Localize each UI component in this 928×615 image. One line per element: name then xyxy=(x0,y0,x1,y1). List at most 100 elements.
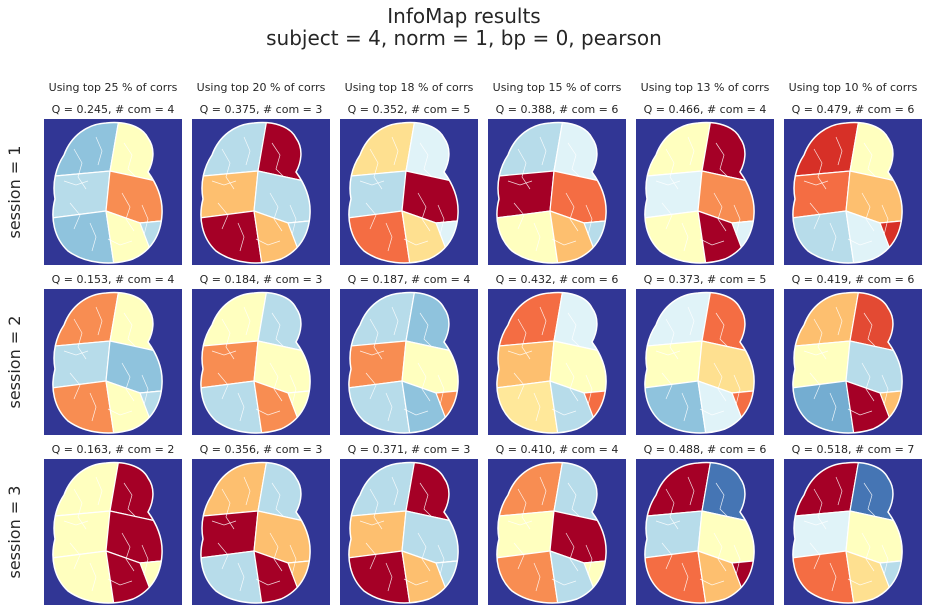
parcel-boundary xyxy=(507,520,533,526)
community-region xyxy=(401,550,459,603)
parcel-boundary xyxy=(699,238,725,246)
cortex-outline xyxy=(348,291,459,434)
parcel-boundary xyxy=(513,542,525,570)
parcel-boundary xyxy=(123,312,137,348)
row-label: session = 2 xyxy=(5,315,24,409)
parcel-boundary xyxy=(417,362,431,402)
parcel-boundary xyxy=(419,482,433,518)
cortex-outline xyxy=(792,121,903,264)
community-region xyxy=(253,210,311,263)
community-map xyxy=(44,119,182,265)
parcel-boundary xyxy=(269,532,283,572)
community-map xyxy=(44,289,182,435)
parcel-boundary xyxy=(533,562,541,592)
parcel-boundary xyxy=(217,372,229,400)
community-region xyxy=(105,210,163,263)
parcel-boundary xyxy=(861,192,875,232)
parcel-boundary xyxy=(661,542,673,570)
parcel-boundary xyxy=(655,180,681,186)
community-map-panel xyxy=(192,289,330,435)
parcel-boundary xyxy=(863,142,877,178)
parcel-boundary xyxy=(365,202,377,230)
parcel-boundary xyxy=(359,180,385,186)
parcel-boundary xyxy=(533,392,541,422)
cortex-outline xyxy=(496,291,607,434)
parcel-boundary xyxy=(681,562,689,592)
parcel-boundary xyxy=(237,222,245,252)
cortex-outline xyxy=(644,121,755,264)
community-map xyxy=(192,459,330,605)
parcel-boundary xyxy=(289,374,297,406)
parcel-boundary xyxy=(121,192,135,232)
community-region xyxy=(549,550,607,603)
parcel-boundary xyxy=(217,202,229,230)
community-region xyxy=(253,380,311,433)
community-region xyxy=(845,550,903,603)
parcel-boundary xyxy=(687,476,695,506)
community-region xyxy=(701,462,755,522)
community-map-panel xyxy=(340,119,478,265)
panel-title: Q = 0.184, # com = 3 xyxy=(199,273,323,286)
cortex-outline xyxy=(496,121,607,264)
parcel-boundary xyxy=(365,542,377,570)
parcel-boundary xyxy=(89,392,97,422)
parcel-boundary xyxy=(655,350,681,356)
community-map-panel xyxy=(784,119,922,265)
cortex-outline xyxy=(52,121,163,264)
panel-title: Q = 0.352, # com = 5 xyxy=(347,103,471,116)
parcel-boundary xyxy=(681,392,689,422)
parcel-boundary xyxy=(437,204,445,236)
cortex-outline xyxy=(52,461,163,604)
parcel-boundary xyxy=(565,192,579,232)
cortex-outline xyxy=(200,121,311,264)
community-map xyxy=(488,119,626,265)
community-map-panel xyxy=(784,459,922,605)
parcel-boundary xyxy=(861,362,875,402)
community-map-panel xyxy=(636,289,774,435)
community-region xyxy=(109,292,163,352)
panel-title: Q = 0.245, # com = 4 xyxy=(51,103,175,116)
figure-title: InfoMap results xyxy=(387,4,541,28)
parcel-boundary xyxy=(403,578,429,586)
parcel-boundary xyxy=(713,192,727,232)
panel-title: Q = 0.488, # com = 6 xyxy=(643,443,767,456)
community-region xyxy=(553,122,607,182)
parcel-boundary xyxy=(809,542,821,570)
parcel-boundary xyxy=(803,350,829,356)
parcel-boundary xyxy=(391,306,399,336)
community-region xyxy=(109,122,163,182)
panel-title: Q = 0.388, # com = 6 xyxy=(495,103,619,116)
column-title: Using top 20 % of corrs xyxy=(196,81,326,94)
parcel-boundary xyxy=(809,372,821,400)
cortex-outline xyxy=(644,461,755,604)
parcel-boundary xyxy=(107,408,133,416)
parcel-boundary xyxy=(385,562,393,592)
community-region xyxy=(109,462,163,522)
parcel-boundary xyxy=(123,482,137,518)
parcel-boundary xyxy=(243,476,251,506)
parcel-boundary xyxy=(835,476,843,506)
row-label: session = 3 xyxy=(5,485,24,579)
parcel-boundary xyxy=(551,408,577,416)
parcel-boundary xyxy=(385,222,393,252)
parcel-boundary xyxy=(89,562,97,592)
community-map-panel xyxy=(192,459,330,605)
parcel-boundary xyxy=(829,562,837,592)
parcel-boundary xyxy=(881,204,889,236)
parcel-boundary xyxy=(661,202,673,230)
community-map-panel xyxy=(192,119,330,265)
community-region xyxy=(257,292,311,352)
cortex-outline xyxy=(792,461,903,604)
parcel-boundary xyxy=(847,408,873,416)
community-region xyxy=(845,380,903,433)
parcel-boundary xyxy=(829,222,837,252)
panel-title: Q = 0.163, # com = 2 xyxy=(51,443,175,456)
community-region xyxy=(257,122,311,182)
column-title: Using top 13 % of corrs xyxy=(640,81,770,94)
parcel-boundary xyxy=(655,520,681,526)
cortex-outline xyxy=(200,461,311,604)
community-region xyxy=(701,122,755,182)
panel-title: Q = 0.479, # com = 6 xyxy=(791,103,915,116)
community-map xyxy=(340,119,478,265)
community-map xyxy=(784,289,922,435)
